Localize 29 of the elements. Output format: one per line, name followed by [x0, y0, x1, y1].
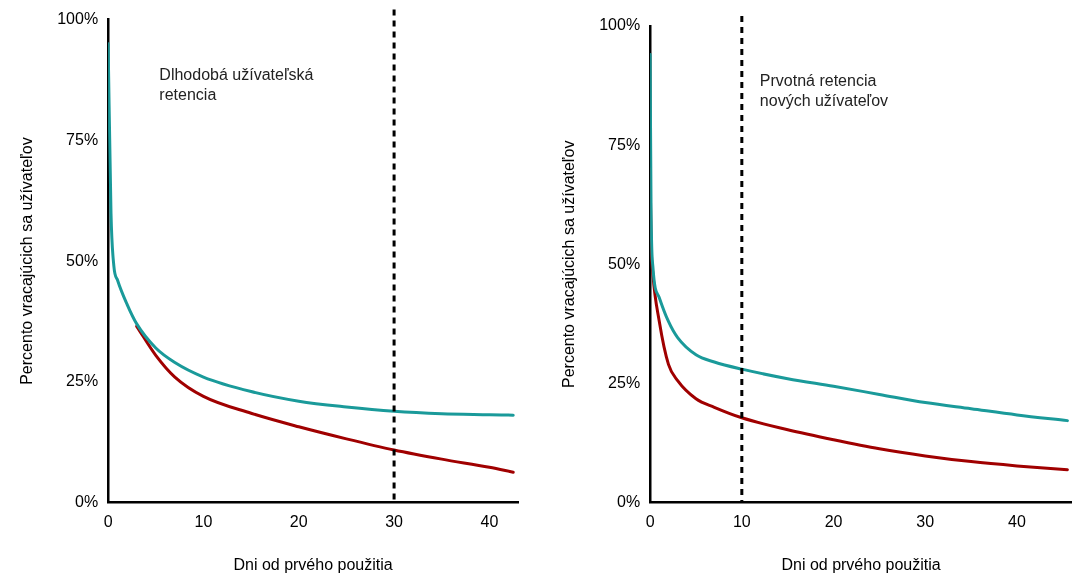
- line-series: [135, 324, 515, 474]
- y-tick-label: 25%: [608, 373, 641, 391]
- y-tick-label: 75%: [608, 135, 641, 153]
- x-tick-label: 40: [480, 512, 499, 530]
- x-tick-label: 0: [103, 512, 113, 530]
- annotation: Prvotná retencia nových užívateľov: [759, 72, 889, 110]
- line-series: [108, 42, 515, 417]
- y-tick-label: 0%: [75, 493, 99, 511]
- x-tick-label: 20: [824, 512, 843, 530]
- x-axis-title: Dni od prvého použitia: [233, 555, 393, 573]
- y-tick-label: 50%: [66, 251, 99, 269]
- y-tick-label: 25%: [66, 372, 99, 390]
- x-tick-label: 40: [1008, 512, 1026, 530]
- y-axis-title: Percento vracajúcich sa užívateľov: [18, 137, 36, 385]
- y-tick-label: 50%: [608, 254, 641, 272]
- x-axis-title: Dni od prvého použitia: [781, 555, 941, 573]
- line-series: [650, 53, 1069, 423]
- y-tick-label: 75%: [66, 130, 99, 148]
- x-tick-label: 0: [645, 512, 655, 530]
- x-tick-label: 10: [194, 512, 213, 530]
- x-tick-label: 30: [385, 512, 404, 530]
- y-tick-label: 0%: [617, 493, 641, 511]
- y-tick-label: 100%: [599, 16, 641, 34]
- x-tick-label: 10: [732, 512, 751, 530]
- x-tick-label: 20: [289, 512, 308, 530]
- annotation: Dlhodobá užívateľská retencia: [159, 66, 314, 104]
- y-axis-title: Percento vracajúcich sa užívateľov: [560, 140, 578, 389]
- y-tick-label: 100%: [57, 10, 99, 28]
- x-tick-label: 30: [916, 512, 935, 530]
